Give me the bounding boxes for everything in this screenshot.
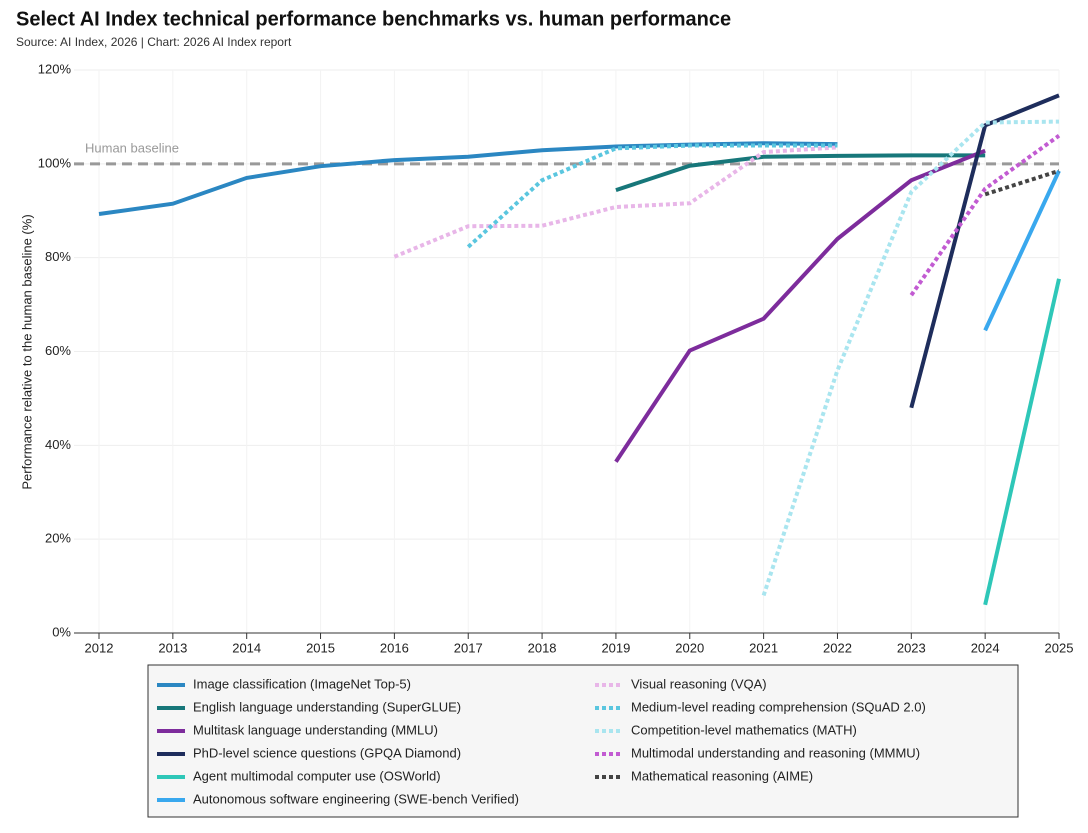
x-tick-label: 2017: [454, 640, 483, 655]
chart-title: Select AI Index technical performance be…: [16, 8, 731, 30]
series-line: [983, 278, 1061, 606]
series-line: [466, 143, 838, 249]
y-tick-label: 40%: [45, 437, 71, 452]
x-tick-label: 2019: [601, 640, 630, 655]
legend-label: Mathematical reasoning (AIME): [631, 768, 813, 783]
y-tick-label: 120%: [38, 61, 72, 76]
legend-label: Multimodal understanding and reasoning (…: [631, 745, 920, 760]
legend-box: [147, 664, 1019, 818]
legend-label: Agent multimodal computer use (OSWorld): [193, 768, 441, 783]
series-line: [984, 168, 1060, 197]
x-tick-label: 2013: [158, 640, 187, 655]
series-line: [98, 141, 838, 217]
y-tick-label: 60%: [45, 343, 71, 358]
baseline-label: Human baseline: [85, 140, 179, 155]
series-line: [909, 93, 1060, 409]
y-axis-label: Performance relative to the human baseli…: [19, 214, 34, 489]
legend-label: Visual reasoning (VQA): [631, 676, 767, 691]
y-tick-label: 100%: [38, 155, 72, 170]
legend-label: English language understanding (SuperGLU…: [193, 699, 461, 714]
x-tick-label: 2012: [85, 640, 114, 655]
legend-label: Autonomous software engineering (SWE-ben…: [193, 791, 519, 806]
y-tick-label: 80%: [45, 249, 71, 264]
x-tick-label: 2023: [897, 640, 926, 655]
x-tick-label: 2022: [823, 640, 852, 655]
legend-label: Image classification (ImageNet Top-5): [193, 676, 411, 691]
legend-label: Medium-level reading comprehension (SQuA…: [631, 699, 926, 714]
legend-label: Competition-level mathematics (MATH): [631, 722, 857, 737]
legend-label: PhD-level science questions (GPQA Diamon…: [193, 745, 461, 760]
y-tick-label: 20%: [45, 531, 71, 546]
x-tick-label: 2021: [749, 640, 778, 655]
series-line: [615, 153, 986, 193]
series-line: [761, 119, 1060, 597]
x-tick-label: 2018: [528, 640, 557, 655]
series-line: [983, 170, 1061, 332]
series-line: [614, 148, 986, 463]
legend-label: Multitask language understanding (MMLU): [193, 722, 438, 737]
x-tick-label: 2020: [675, 640, 704, 655]
chart-subtitle: Source: AI Index, 2026 | Chart: 2026 AI …: [16, 35, 292, 49]
x-tick-label: 2014: [232, 640, 261, 655]
x-tick-label: 2015: [306, 640, 335, 655]
series-line: [909, 134, 1061, 297]
y-tick-label: 0%: [52, 624, 71, 639]
x-tick-label: 2025: [1045, 640, 1074, 655]
x-tick-label: 2016: [380, 640, 409, 655]
series-line: [393, 145, 838, 259]
x-tick-label: 2024: [971, 640, 1000, 655]
